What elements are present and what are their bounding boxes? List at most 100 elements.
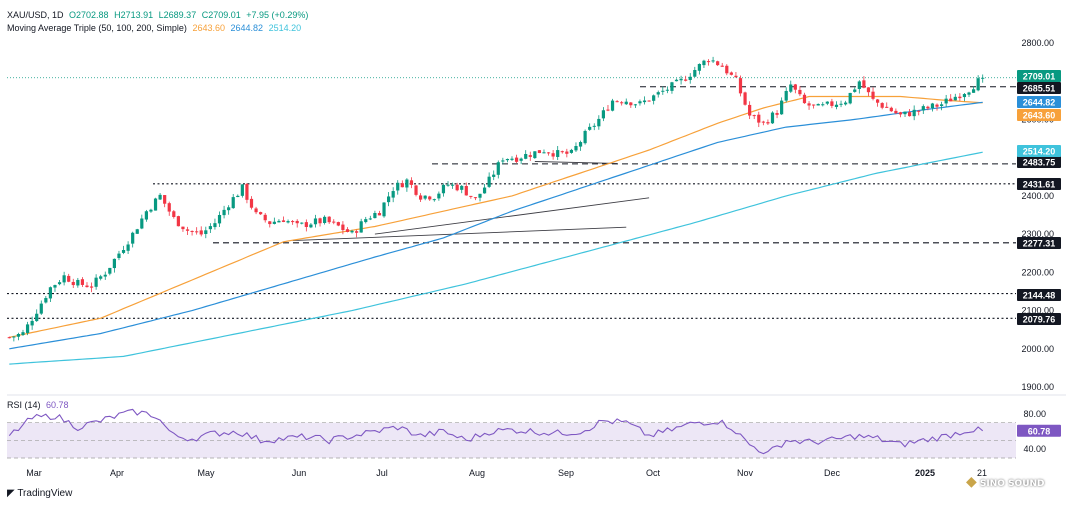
y-tick-label: 2100.00 [1021,306,1054,316]
candle-body [876,99,880,103]
candle-body [400,183,404,188]
candle-body [89,286,94,288]
candle-body [624,101,628,105]
candle-body [830,101,834,106]
candle-body [418,195,423,200]
candle-body [382,202,386,217]
tradingview-icon: ◤ [7,488,15,499]
candle-body [441,184,446,194]
candle-body [962,94,967,98]
candle-body [94,277,98,287]
candle-body [665,89,669,91]
ma-indicator-label[interactable]: Moving Average Triple (50, 100, 200, Sim… [7,23,187,33]
candle-body [323,216,327,224]
candle-body [812,104,816,106]
change-value: +7.95 (+0.29%) [246,10,309,20]
candle-body [414,185,418,195]
candle-body [620,102,624,104]
candle-body [981,77,985,79]
candle-body [537,150,542,154]
tradingview-logo[interactable]: ◤ TradingView [7,488,72,499]
candle-body [716,61,720,66]
candle-body [327,216,331,223]
rsi-indicator-label[interactable]: RSI (14) [7,400,41,410]
candle-body [583,130,587,144]
candle-body [661,90,665,92]
ma-label-ma100: 2644.82 [1023,98,1056,108]
candle-body [949,98,953,102]
candle-body [460,185,464,190]
rsi-tick-label: 40.00 [1023,444,1046,454]
high-value: H2713.91 [114,10,154,20]
candle-body [71,281,75,286]
candle-body [670,82,674,91]
candle-body [135,229,139,234]
candle-body [734,75,738,78]
candle-body [688,76,692,81]
candle-body [720,65,724,67]
candle-body [163,195,167,204]
candle-body [25,324,30,333]
candle-body [62,275,66,283]
y-tick-label: 2400.00 [1021,191,1054,201]
ma-label-ma200-box [1017,145,1061,157]
candle-body [697,63,701,71]
candle-body [496,162,500,175]
candle-body [437,193,441,199]
candle-body [277,220,281,223]
watermark-logo: ◆ SINO SOUND [966,474,1045,490]
series-ma200 [9,151,983,365]
candle-body [638,101,642,104]
candle-body [167,203,171,212]
candle-body [894,110,898,114]
candle-body [231,197,235,209]
candle-body [432,199,436,201]
level-label-1: 2483.75 [1023,158,1056,168]
ma50-value: 2643.60 [192,23,225,33]
candle-body [761,121,765,123]
rsi-value-label: 60.78 [1028,426,1051,436]
candle-body [889,107,893,112]
candle-body [633,104,637,106]
candle-body [286,221,290,223]
candle-body [967,92,971,95]
candle-body [898,112,903,115]
candle-body [592,125,596,127]
candle-body [647,100,651,102]
ma-label-ma50: 2643.60 [1023,111,1056,121]
candle-body [976,78,980,91]
candle-body [478,193,482,198]
symbol-label[interactable]: XAU/USD, 1D [7,10,64,20]
candle-body [16,334,21,337]
candle-body [121,250,126,253]
candle-body [770,112,775,124]
candle-body [259,212,263,215]
candle-body [679,78,683,81]
candle-body [391,191,395,198]
candle-body [930,103,935,109]
candle-body [57,282,62,285]
candle-body [642,100,647,103]
candle-body [455,184,459,191]
time-axis[interactable]: Mar Apr May Jun Jul Aug Sep Oct Nov Dec 2025 21 [26,468,987,478]
candle-body [345,229,350,232]
candle-body [172,211,176,217]
candle-body [190,230,194,232]
candle-body [862,80,866,88]
watermark-label: SINO SOUND [979,479,1045,489]
candle-body [711,60,715,62]
ma-label-ma200: 2514.20 [1023,147,1056,157]
candle-body [802,94,807,104]
candle-body [752,115,756,117]
candle-body [368,218,372,220]
candle-body [158,194,162,200]
candle-body [885,106,889,108]
candle-body [519,158,523,161]
candle-body [917,110,921,112]
candle-body [597,118,601,127]
candle-body [743,92,747,105]
level-label-4: 2144.48 [1023,291,1056,301]
candle-body [926,106,930,109]
candle-body [848,92,852,104]
candle-body [396,182,400,191]
